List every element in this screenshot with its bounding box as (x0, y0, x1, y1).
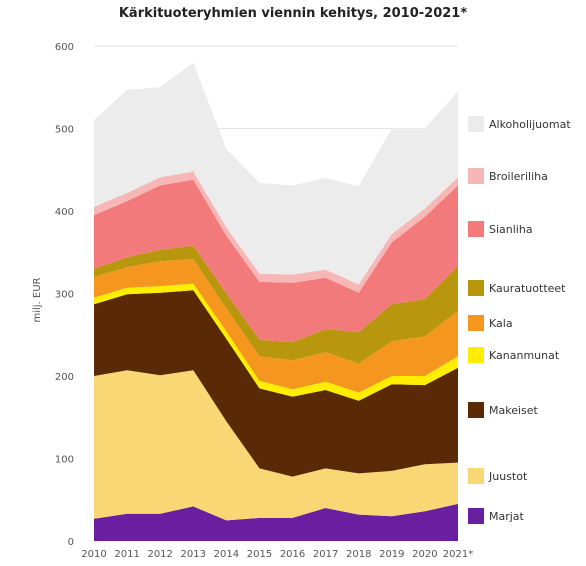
area-kala (94, 258, 458, 393)
legend-label-kauratuotteet: Kauratuotteet (489, 282, 566, 295)
x-tick-label: 2013 (181, 549, 206, 560)
x-tick-label: 2010 (81, 549, 106, 560)
y-tick-label: 600 (55, 42, 74, 53)
legend-label-kananmunat: Kananmunat (489, 349, 560, 362)
area-alkoholijuomat (94, 62, 458, 285)
y-tick-label: 100 (55, 455, 74, 466)
legend-swatch-kauratuotteet (468, 280, 484, 296)
legend-swatch-kananmunat (468, 347, 484, 363)
legend-label-marjat: Marjat (489, 510, 525, 523)
area-sianliha (94, 179, 458, 343)
y-tick-label: 400 (55, 207, 74, 218)
y-tick-label: 300 (55, 290, 74, 301)
x-tick-label: 2016 (280, 549, 305, 560)
y-tick-label: 0 (68, 537, 74, 548)
area-marjat (94, 503, 458, 541)
y-axis-ticks: 0 100 200 300 400 500 600 (55, 42, 74, 548)
area-series (94, 62, 458, 541)
y-tick-label: 200 (55, 372, 74, 383)
legend-label-sianliha: Sianliha (489, 223, 533, 236)
legend-swatch-marjat (468, 508, 484, 524)
x-tick-label: 2015 (247, 549, 272, 560)
y-axis-label: milj. EUR (32, 277, 43, 322)
x-tick-label: 2021* (443, 549, 473, 560)
area-kauratuotteet (94, 245, 458, 364)
x-tick-label: 2012 (147, 549, 172, 560)
chart-title: Kärkituoteryhmien viennin kehitys, 2010-… (118, 6, 468, 21)
legend-swatch-alkoholijuomat (468, 116, 484, 132)
legend-label-kala: Kala (489, 317, 513, 330)
y-tick-label: 500 (55, 125, 74, 136)
area-makeiset (94, 290, 458, 477)
legend-swatch-broileriliha (468, 168, 484, 184)
legend-label-alkoholijuomat: Alkoholijuomat (489, 118, 571, 131)
legend-swatch-sianliha (468, 221, 484, 237)
x-tick-label: 2011 (114, 549, 139, 560)
legend: Marjat Juustot Makeiset Kananmunat Kala Kaura… (468, 116, 571, 524)
x-axis-ticks: 2010 2011 2012 2013 2014 2015 2016 2017 2018 2019… (81, 549, 473, 560)
x-tick-label: 2018 (346, 549, 371, 560)
legend-label-makeiset: Makeiset (489, 404, 539, 417)
x-tick-label: 2014 (214, 549, 239, 560)
x-tick-label: 2017 (313, 549, 338, 560)
area-juustot (94, 370, 458, 521)
legend-swatch-makeiset (468, 402, 484, 418)
legend-swatch-kala (468, 315, 484, 331)
legend-label-broileriliha: Broileriliha (489, 170, 548, 183)
x-tick-label: 2019 (379, 549, 404, 560)
x-tick-label: 2020 (412, 549, 437, 560)
legend-label-juustot: Juustot (488, 470, 528, 483)
legend-swatch-juustot (468, 468, 484, 484)
